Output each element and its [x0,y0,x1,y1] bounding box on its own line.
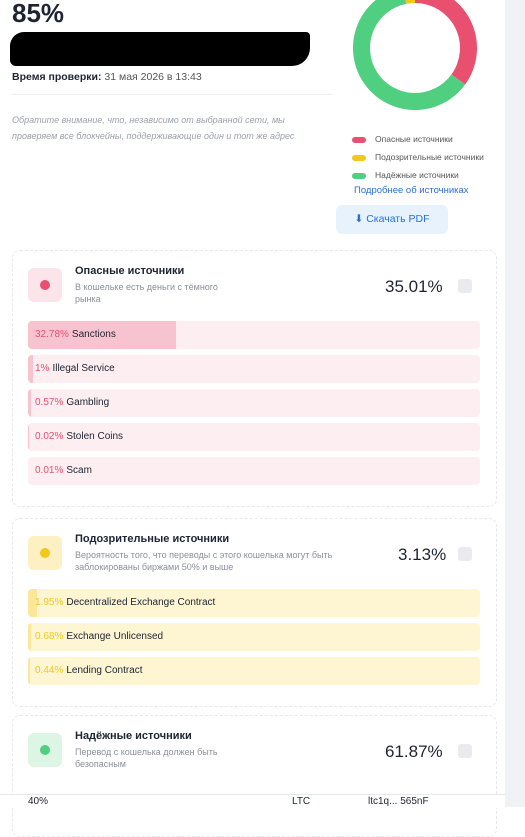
card-title: Подозрительные источники [75,533,229,545]
source-name: Sanctions [72,329,116,340]
source-text: 0.44%Lending Contract [35,665,143,676]
card-description: Вероятность того, что переводы с этого к… [75,549,340,573]
source-row: 1.95%Decentralized Exchange Contract [28,589,480,617]
source-row: 0.01%Scam [28,457,480,485]
legend-dot [352,155,366,161]
redaction [10,32,310,66]
source-text: 0.57%Gambling [35,397,109,408]
source-percent: 0.68% [35,631,63,642]
source-percent: 0.44% [35,665,63,676]
card-description: В кошельке есть деньги с тёмного рынка [75,281,225,305]
source-row: 0.57%Gambling [28,389,480,417]
footer-text: ltc1q... 565nF [368,796,429,807]
source-text: 32.78%Sanctions [35,329,116,340]
source-text: 1%Illegal Service [35,363,115,374]
card-total: 3.13% [398,545,446,565]
toggle-button[interactable] [458,744,472,758]
footer: 40% LTC ltc1q... 565nF [0,794,505,808]
card-icon-dot [40,280,50,290]
source-name: Lending Contract [66,665,142,676]
source-text: 1.95%Decentralized Exchange Contract [35,597,215,608]
page: 85% Время проверки: 31 мая 2026 в 13:43 … [0,0,525,807]
source-percent: 0.02% [35,431,63,442]
card-title: Надёжные источники [75,730,192,742]
donut-chart [350,0,480,115]
source-percent: 32.78% [35,329,69,340]
source-row: 0.68%Exchange Unlicensed [28,623,480,651]
card-total: 61.87% [385,742,443,762]
source-name: Illegal Service [52,363,114,374]
card-total: 35.01% [385,277,443,297]
footer-text: LTC [292,796,310,807]
source-bar [28,623,31,651]
legend-label: Надёжные источники [375,170,459,180]
source-percent: 1.95% [35,597,63,608]
toggle-button[interactable] [458,279,472,293]
source-percent: 0.57% [35,397,63,408]
source-name: Gambling [66,397,109,408]
note: Обратите внимание, что, независимо от вы… [12,112,317,144]
gutter [505,0,525,807]
source-percent: 0.01% [35,465,63,476]
card-icon-dot [40,548,50,558]
source-name: Decentralized Exchange Contract [66,597,215,608]
card-title: Опасные источники [75,265,184,277]
source-text: 0.01%Scam [35,465,92,476]
legend-label: Подозрительные источники [375,152,484,162]
source-bar [28,355,33,383]
source-name: Scam [66,465,92,476]
source-bar [28,657,30,685]
toggle-button[interactable] [458,547,472,561]
donut-segment [415,0,477,84]
source-row: 0.44%Lending Contract [28,657,480,685]
more-link[interactable]: Подробнее об источниках [354,185,469,196]
divider [12,94,332,95]
source-percent: 1% [35,363,49,374]
source-row: 1%Illegal Service [28,355,480,383]
source-row: 32.78%Sanctions [28,321,480,349]
footer-text: 40% [28,796,48,807]
source-bar [28,389,31,417]
check-time: Время проверки: 31 мая 2026 в 13:43 [12,71,202,83]
source-name: Exchange Unlicensed [66,631,163,642]
legend-dot [352,173,366,179]
card-description: Перевод с кошелька должен быть безопасны… [75,746,265,770]
card-icon-dot [40,745,50,755]
source-text: 0.68%Exchange Unlicensed [35,631,163,642]
source-name: Stolen Coins [66,431,123,442]
download-button[interactable]: ⬇ Скачать PDF [336,205,448,234]
legend-label: Опасные источники [375,134,453,144]
legend-dot [352,137,366,143]
source-text: 0.02%Stolen Coins [35,431,123,442]
score: 85% [12,0,64,29]
source-row: 0.02%Stolen Coins [28,423,480,451]
